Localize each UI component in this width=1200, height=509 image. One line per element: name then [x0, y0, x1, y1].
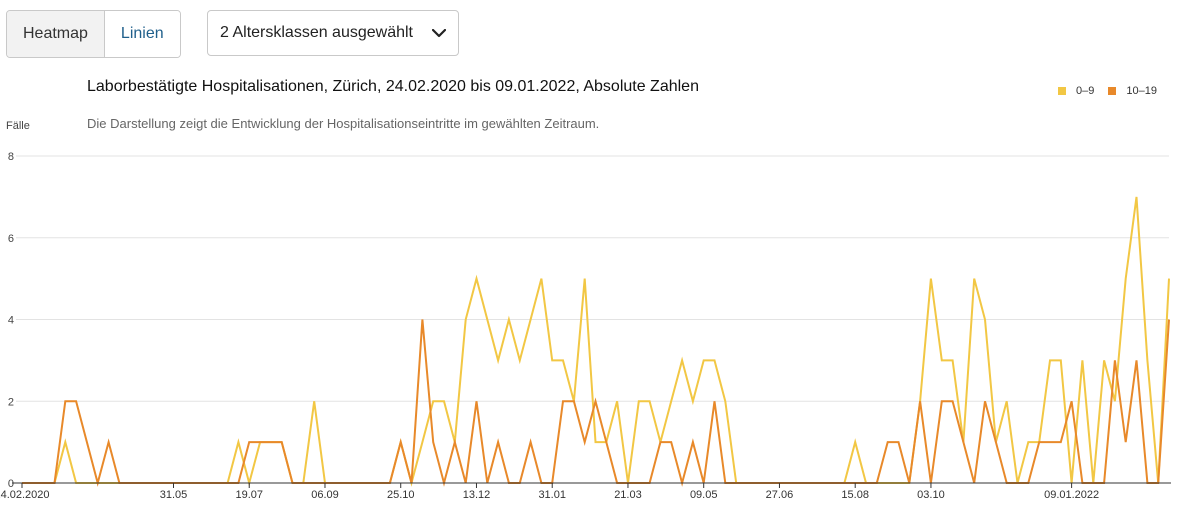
series-line-0-9 [22, 196, 1170, 487]
y-tick-label: 6 [8, 233, 14, 245]
legend-item-10-19[interactable]: 10–19 [1108, 85, 1157, 97]
x-tick-label: 13.12 [463, 489, 491, 501]
tab-linien[interactable]: Linien [104, 11, 180, 57]
x-tick-label: 03.10 [917, 489, 945, 501]
y-axis-label: Fälle [6, 120, 30, 132]
legend-label-0-9: 0–9 [1076, 85, 1095, 97]
legend-item-0-9[interactable]: 0–9 [1058, 85, 1094, 97]
x-tick-label: 27.06 [766, 489, 794, 501]
chart-title: Laborbestätigte Hospitalisationen, Züric… [87, 78, 699, 95]
x-tick-label: 31.01 [538, 489, 566, 501]
y-tick-label: 8 [8, 151, 14, 163]
age-class-select[interactable]: 2 Altersklassen ausgewählt [207, 10, 459, 56]
x-tick-label: 09.01.2022 [1044, 489, 1099, 501]
chart-legend: 0–9 10–19 [1058, 85, 1157, 97]
legend-swatch-10-19 [1108, 87, 1117, 95]
y-tick-label: 4 [8, 315, 14, 327]
x-tick-label: 15.08 [841, 489, 869, 501]
x-tick-label: 09.05 [690, 489, 718, 501]
y-tick-label: 0 [8, 478, 14, 490]
x-tick-label: 06.09 [311, 489, 339, 501]
age-class-select-label: 2 Altersklassen ausgewählt [220, 24, 413, 41]
chevron-down-icon [432, 28, 446, 38]
x-tick-label: 31.05 [160, 489, 188, 501]
x-tick-label: 21.03 [614, 489, 642, 501]
view-toggle: Heatmap Linien [6, 10, 181, 58]
x-tick-label: 25.10 [387, 489, 415, 501]
legend-swatch-0-9 [1058, 87, 1066, 95]
tab-heatmap[interactable]: Heatmap [7, 11, 105, 57]
x-tick-label: 19.07 [235, 489, 263, 501]
x-tick-label: 24.02.2020 [0, 489, 50, 501]
chart-subtitle: Die Darstellung zeigt die Entwicklung de… [87, 116, 600, 131]
legend-label-10-19: 10–19 [1126, 85, 1157, 97]
y-tick-label: 2 [8, 396, 14, 408]
